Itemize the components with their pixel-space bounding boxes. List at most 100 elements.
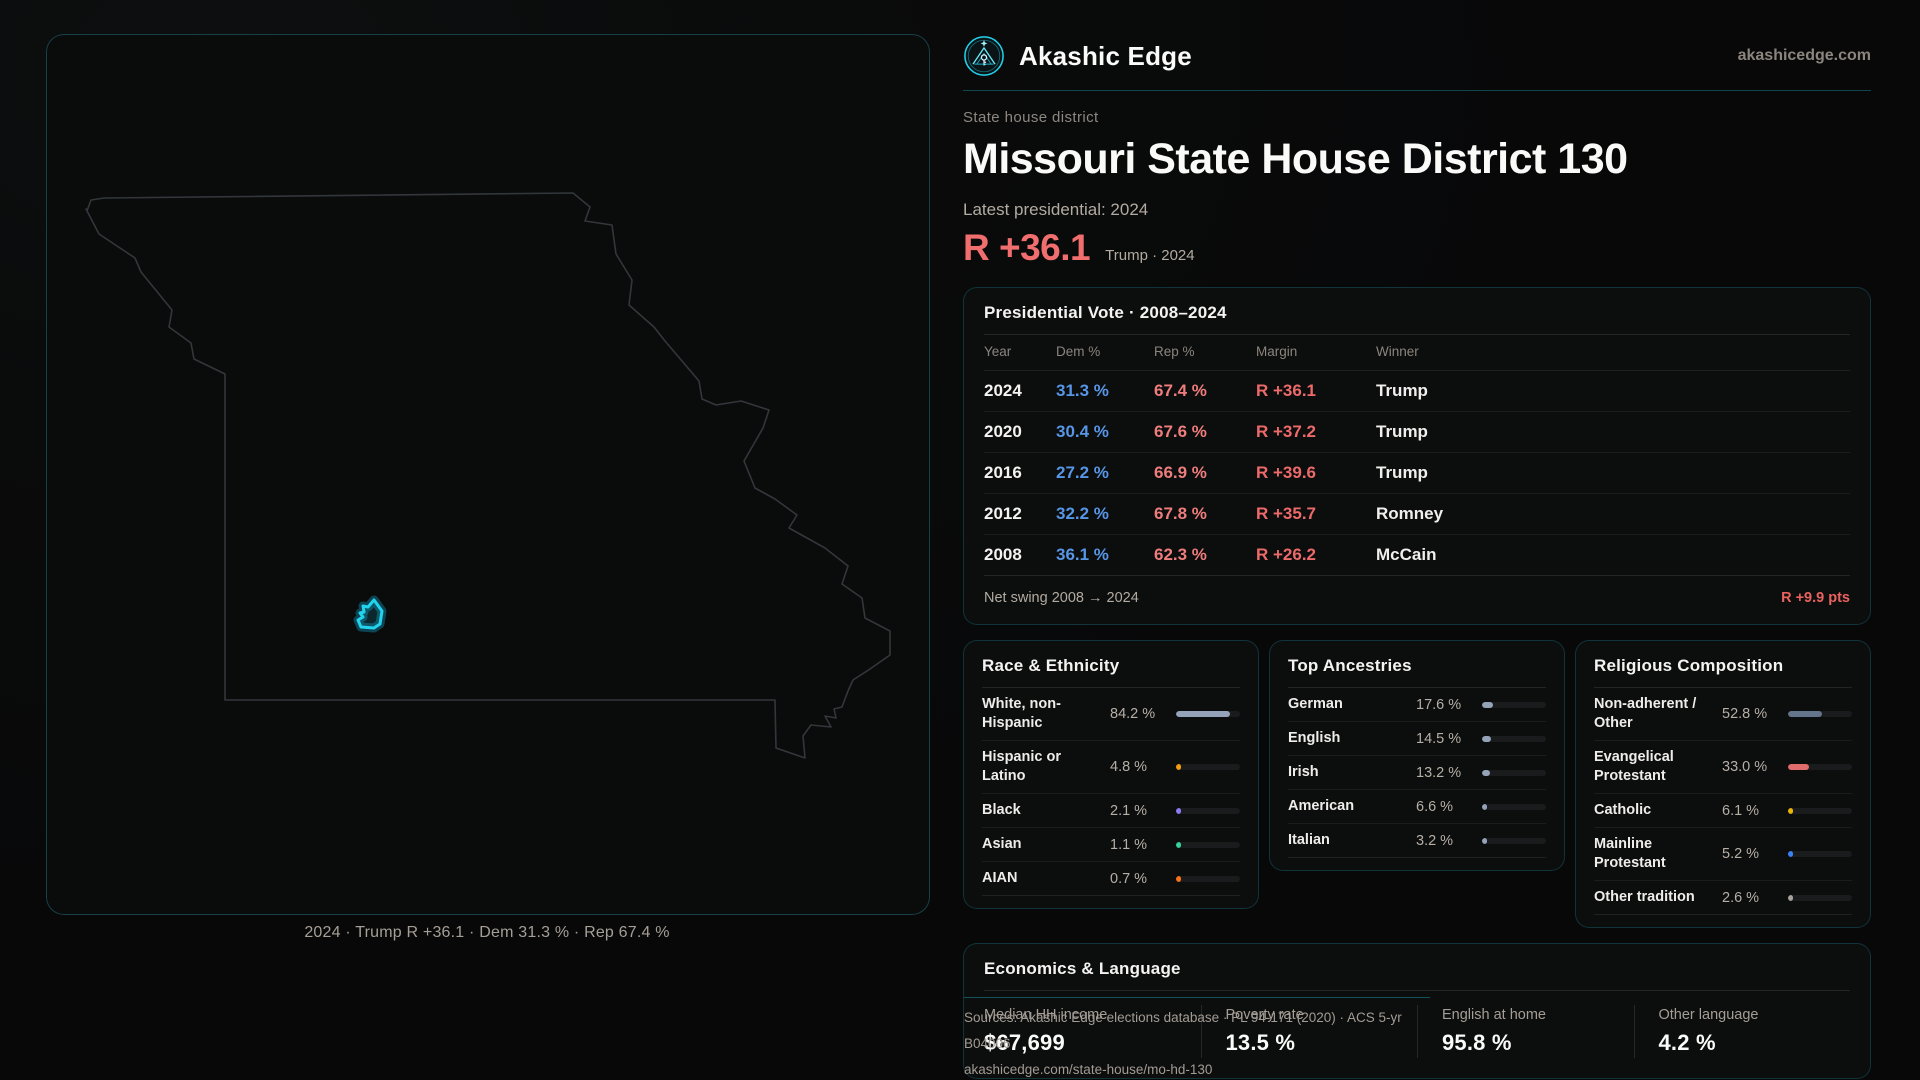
stat-bar-fill (1788, 711, 1822, 717)
stat-value: 2.1 % (1110, 802, 1148, 819)
cell-dem-pct: 32.2 % (1056, 504, 1109, 523)
stat-row: Evangelical Protestant 33.0 % (1594, 741, 1852, 794)
page-title: Missouri State House District 130 (963, 135, 1628, 183)
ancestry-panel-title: Top Ancestries (1288, 656, 1412, 675)
brand-name: Akashic Edge (1019, 40, 1192, 71)
stat-row: American 6.6 % (1288, 790, 1546, 824)
table-column-header: Year (984, 344, 1012, 359)
stat-value: 5.2 % (1722, 846, 1760, 862)
economics-panel: Economics & Language Median HH income $67… (963, 943, 1871, 1079)
stat-bar-track (1482, 803, 1546, 810)
stat-bar-fill (1788, 807, 1793, 814)
cell-dem-pct: 27.2 % (1056, 463, 1109, 482)
cell-year: 2008 (984, 545, 1022, 564)
stat-bar-fill (1482, 769, 1491, 776)
stat-value: 17.6 % (1416, 696, 1462, 713)
stat-row: AIAN 0.7 % (982, 862, 1240, 896)
cell-winner: Trump (1376, 422, 1428, 441)
stat-value: 4.8 % (1110, 759, 1148, 775)
cell-year: 2020 (984, 422, 1022, 441)
panel-title-divider (984, 990, 1850, 991)
stat-label: Asian (982, 836, 1022, 852)
stat-label: Black (982, 802, 1021, 818)
stat-label: Evangelical Protestant (1594, 749, 1674, 784)
stat-row: Italian 3.2 % (1288, 824, 1546, 858)
stat-cell: Poverty rate 13.5 % (1200, 1005, 1418, 1058)
net-swing-row: Net swing 2008 → 2024 R +9.9 pts (984, 576, 1850, 610)
brand-domain-link[interactable]: akashicedge.com (1737, 47, 1871, 64)
stat-row: Other tradition 2.6 % (1594, 881, 1852, 915)
stat-bar-track (1788, 764, 1852, 770)
stat-row: Hispanic or Latino 4.8 % (982, 741, 1240, 794)
stat-bar-fill (1176, 764, 1181, 770)
cell-margin: R +36.1 (1256, 381, 1317, 400)
stat-cell-value: 13.5 % (1225, 1030, 1296, 1055)
cell-dem-pct: 30.4 % (1056, 422, 1109, 441)
stat-bar-track (1482, 769, 1546, 776)
stat-bar-fill (1788, 764, 1810, 770)
stat-row: Mainline Protestant 5.2 % (1594, 828, 1852, 881)
cell-winner: Romney (1376, 504, 1444, 523)
presidential-panel-title: Presidential Vote · 2008–2024 (984, 303, 1227, 322)
stat-value: 3.2 % (1416, 832, 1454, 849)
brand-header: Akashic Edge akashicedge.com (963, 33, 1871, 79)
stat-cell-label: Other language (1658, 1007, 1759, 1023)
stat-bar-track (1176, 875, 1240, 882)
stat-bar-track (1176, 711, 1240, 717)
cell-winner: Trump (1376, 463, 1428, 482)
religion-rows: Non-adherent / Other 52.8 % Evangelical Pr… (1594, 688, 1852, 915)
stat-label: American (1288, 798, 1355, 814)
cell-winner: Trump (1376, 381, 1428, 400)
stat-bar-fill (1482, 701, 1494, 708)
religion-panel-title: Religious Composition (1594, 656, 1784, 675)
margin-hero-context: Trump · 2024 (1105, 247, 1195, 264)
demographics-grid: Race & Ethnicity White, non-Hispanic 84.2… (963, 640, 1871, 928)
stat-bar-track (1176, 807, 1240, 814)
sources-url[interactable]: akashicedge.com/state-house/mo-hd-130 (964, 1062, 1213, 1077)
cell-dem-pct: 36.1 % (1056, 545, 1109, 564)
panel-title-divider (1594, 687, 1852, 688)
table-row: 2016 27.2 % 66.9 % R +39.6 Trump (984, 453, 1850, 494)
stat-value: 84.2 % (1110, 706, 1156, 722)
stat-label: Italian (1288, 832, 1330, 848)
district-kicker: State house district (963, 109, 1099, 126)
stat-row: German 17.6 % (1288, 688, 1546, 722)
district-130-shape[interactable] (356, 598, 384, 630)
religious-composition-panel: Religious Composition Non-adherent / Oth… (1575, 640, 1871, 928)
stat-label: White, non-Hispanic (982, 696, 1061, 731)
panel-title-divider (982, 687, 1240, 688)
cell-rep-pct: 67.8 % (1154, 504, 1207, 523)
cell-rep-pct: 67.6 % (1154, 422, 1207, 441)
stat-bar-track (1176, 764, 1240, 770)
cell-winner: McCain (1376, 545, 1437, 564)
stat-bar-fill (1176, 841, 1181, 848)
race-rows: White, non-Hispanic 84.2 % Hispanic or Lat… (982, 688, 1240, 896)
stat-cell-value: $67,699 (984, 1030, 1065, 1055)
missouri-outline (85, 192, 891, 759)
table-column-header: Rep % (1154, 344, 1195, 359)
cell-margin: R +35.7 (1256, 504, 1317, 523)
cell-year: 2024 (984, 381, 1022, 400)
stat-value: 52.8 % (1722, 706, 1768, 722)
margin-hero-value: R +36.1 (963, 227, 1091, 268)
stat-bar-track (1788, 851, 1852, 857)
table-column-header: Winner (1376, 344, 1419, 359)
district-map (85, 192, 891, 759)
cell-margin: R +26.2 (1256, 545, 1317, 564)
stat-label: Non-adherent / Other (1594, 696, 1697, 731)
net-swing-value: R +9.9 pts (1781, 590, 1850, 606)
stat-label: Irish (1288, 764, 1319, 780)
presidential-table-body: 2024 31.3 % 67.4 % R +36.1 Trump 2020 30.4 % 67… (984, 371, 1850, 576)
stat-bar-track (1788, 807, 1852, 814)
economics-stats: Median HH income $67,699 Poverty rate 13.5 … (984, 1005, 1850, 1058)
cell-margin: R +39.6 (1256, 463, 1317, 482)
stat-bar-fill (1176, 875, 1181, 882)
stat-bar-track (1788, 894, 1852, 901)
stat-row: Irish 13.2 % (1288, 756, 1546, 790)
report-column: Akashic Edge akashicedge.com State house… (963, 0, 1871, 1080)
cell-year: 2012 (984, 504, 1022, 523)
stat-value: 1.1 % (1110, 836, 1148, 853)
stat-bar-track (1482, 837, 1546, 844)
race-panel-title: Race & Ethnicity (982, 656, 1120, 675)
stat-row: Black 2.1 % (982, 794, 1240, 828)
